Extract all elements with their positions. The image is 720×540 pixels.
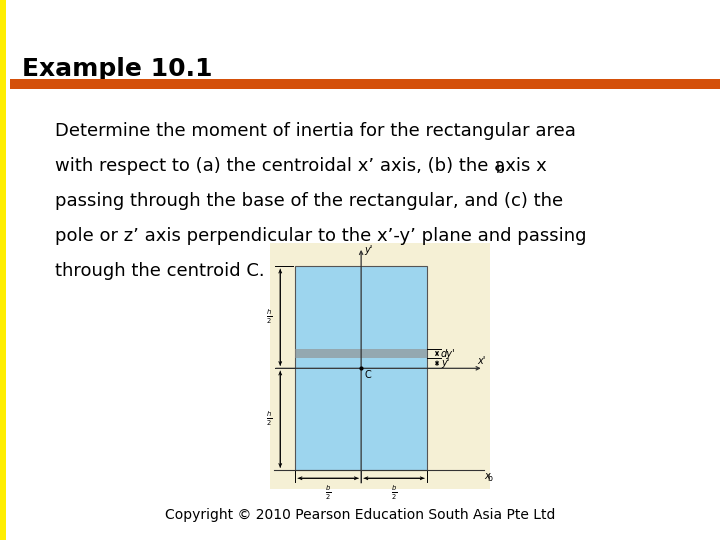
Text: y': y'	[441, 358, 449, 368]
Text: b: b	[496, 161, 505, 176]
Text: Example 10.1: Example 10.1	[22, 57, 212, 80]
Text: with respect to (a) the centroidal x’ axis, (b) the axis x: with respect to (a) the centroidal x’ ax…	[55, 157, 546, 174]
Bar	[0, 0, 6, 540]
Bar	[270, 243, 490, 489]
Bar	[10, 79, 720, 89]
Text: passing through the base of the rectangular, and (c) the: passing through the base of the rectangu…	[55, 192, 563, 210]
Text: x': x'	[477, 356, 485, 366]
Text: x: x	[485, 471, 490, 481]
Text: Copyright © 2010 Pearson Education South Asia Pte Ltd: Copyright © 2010 Pearson Education South…	[165, 508, 555, 522]
Text: C: C	[364, 370, 371, 380]
Text: $\frac{h}{2}$: $\frac{h}{2}$	[266, 308, 272, 327]
Text: b: b	[487, 474, 492, 483]
Text: pole or z’ axis perpendicular to the x’-y’ plane and passing: pole or z’ axis perpendicular to the x’-…	[55, 227, 587, 245]
Text: Determine the moment of inertia for the rectangular area: Determine the moment of inertia for the …	[55, 122, 576, 139]
Text: $\frac{b}{2}$: $\frac{b}{2}$	[391, 483, 397, 502]
Text: dy': dy'	[441, 348, 456, 359]
Text: through the centroid C.: through the centroid C.	[55, 262, 265, 280]
Text: $\frac{h}{2}$: $\frac{h}{2}$	[266, 410, 272, 428]
Text: y': y'	[364, 245, 372, 255]
Bar	[295, 266, 427, 470]
Text: $\frac{b}{2}$: $\frac{b}{2}$	[325, 483, 331, 502]
Bar	[295, 349, 427, 358]
